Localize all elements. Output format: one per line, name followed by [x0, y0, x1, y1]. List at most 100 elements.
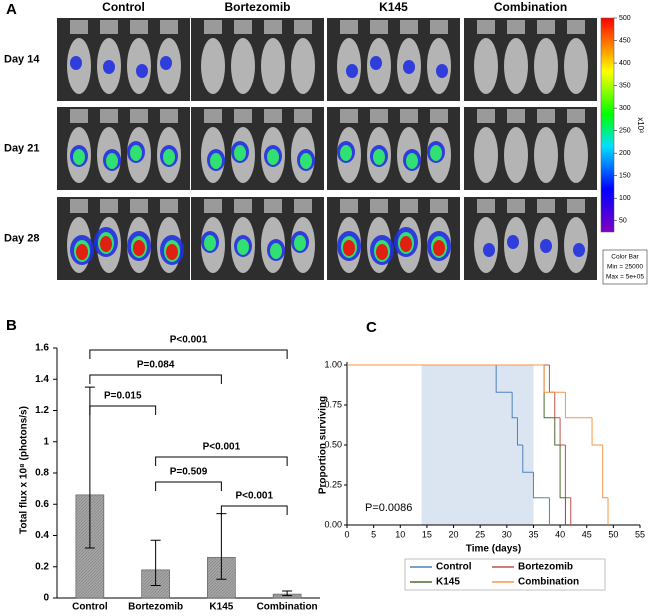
panel-label: A: [6, 1, 17, 18]
colorbar-tick-label: 200: [619, 150, 631, 157]
image-panel: [327, 18, 460, 101]
signal: [343, 240, 355, 256]
y-tick-label: 0.25: [324, 479, 342, 489]
holder: [567, 199, 585, 213]
signal: [106, 153, 118, 169]
signal: [204, 235, 216, 251]
holder: [340, 109, 358, 123]
holder: [100, 109, 118, 123]
holder: [294, 109, 312, 123]
y-tick-label: 1.4: [35, 374, 49, 385]
colorbar-tick-label: 400: [619, 60, 631, 67]
survival-step: [554, 417, 561, 446]
mouse: [564, 38, 588, 94]
holder: [507, 199, 525, 213]
mouse: [261, 38, 285, 94]
row-label: Day 21: [4, 142, 39, 154]
y-tick-label: 1.00: [324, 359, 342, 369]
signal: [237, 239, 249, 255]
holder: [264, 20, 282, 34]
holder: [70, 20, 88, 34]
image-panel: [57, 18, 190, 101]
legend-label: K145: [436, 577, 460, 588]
y-tick-label: 0.2: [35, 561, 49, 572]
colorbar-tick-label: 300: [619, 105, 631, 112]
x-tick-label: 20: [449, 529, 459, 539]
significance-label: P<0.001: [170, 335, 208, 346]
column-header: Bortezomib: [225, 0, 291, 14]
legend-label: Bortezomib: [518, 562, 573, 573]
signal: [340, 145, 352, 161]
survival-step: [495, 365, 513, 393]
image-panel: [57, 197, 190, 280]
panel-label: C: [366, 319, 377, 336]
image-panel: [191, 18, 324, 101]
colorbar-tick-label: 500: [619, 15, 631, 22]
y-tick-label: 0.4: [35, 530, 49, 541]
holder: [477, 20, 495, 34]
signal: [234, 145, 246, 161]
mouse: [504, 127, 528, 183]
mouse: [564, 127, 588, 183]
panel-label: B: [6, 317, 17, 334]
signal: [346, 64, 358, 78]
x-tick-label: 15: [422, 529, 432, 539]
signal: [403, 60, 415, 74]
holder: [400, 20, 418, 34]
signal: [267, 149, 279, 165]
holder: [537, 199, 555, 213]
holder: [160, 199, 178, 213]
mouse: [474, 38, 498, 94]
image-panel: [327, 197, 460, 280]
legend-label: Control: [436, 562, 472, 573]
significance-bracket: [89, 349, 288, 359]
holder: [507, 109, 525, 123]
mouse: [201, 38, 225, 94]
image-panel: [57, 107, 190, 190]
y-tick-label: 0.00: [324, 519, 342, 529]
holder: [400, 199, 418, 213]
signal: [376, 244, 388, 260]
x-axis-label: Time (days): [466, 544, 521, 555]
significance-label: P=0.509: [170, 467, 208, 478]
x-tick-label: 5: [371, 529, 376, 539]
signal: [70, 56, 82, 70]
holder: [430, 199, 448, 213]
signal: [507, 235, 519, 249]
holder: [70, 199, 88, 213]
holder: [294, 20, 312, 34]
signal: [136, 64, 148, 78]
x-tick-label: Bortezomib: [128, 602, 183, 613]
signal: [270, 243, 282, 259]
x-tick-label: 25: [475, 529, 485, 539]
significance-label: P<0.001: [203, 442, 241, 453]
holder: [430, 109, 448, 123]
holder: [204, 20, 222, 34]
column-header: K145: [379, 0, 408, 14]
colorbar-tick-label: 350: [619, 82, 631, 89]
signal: [436, 64, 448, 78]
signal: [540, 239, 552, 253]
holder: [234, 20, 252, 34]
x-tick-label: 35: [528, 529, 538, 539]
holder: [130, 199, 148, 213]
survival-step: [543, 365, 566, 393]
holder: [130, 109, 148, 123]
x-tick-label: 50: [608, 529, 618, 539]
mouse: [231, 38, 255, 94]
y-tick-label: 0.6: [35, 499, 49, 510]
holder: [370, 199, 388, 213]
survival-step: [559, 417, 566, 446]
survival-step: [516, 417, 523, 446]
column-header: Control: [102, 0, 145, 14]
survival-step: [548, 365, 555, 393]
row-label: Day 28: [4, 232, 39, 244]
holder: [537, 109, 555, 123]
survival-step: [602, 445, 609, 499]
y-tick-label: 0.50: [324, 439, 342, 449]
significance-bracket: [220, 505, 288, 515]
annotation: P=0.0086: [365, 502, 412, 514]
holder: [264, 109, 282, 123]
holder: [370, 20, 388, 34]
holder: [294, 199, 312, 213]
